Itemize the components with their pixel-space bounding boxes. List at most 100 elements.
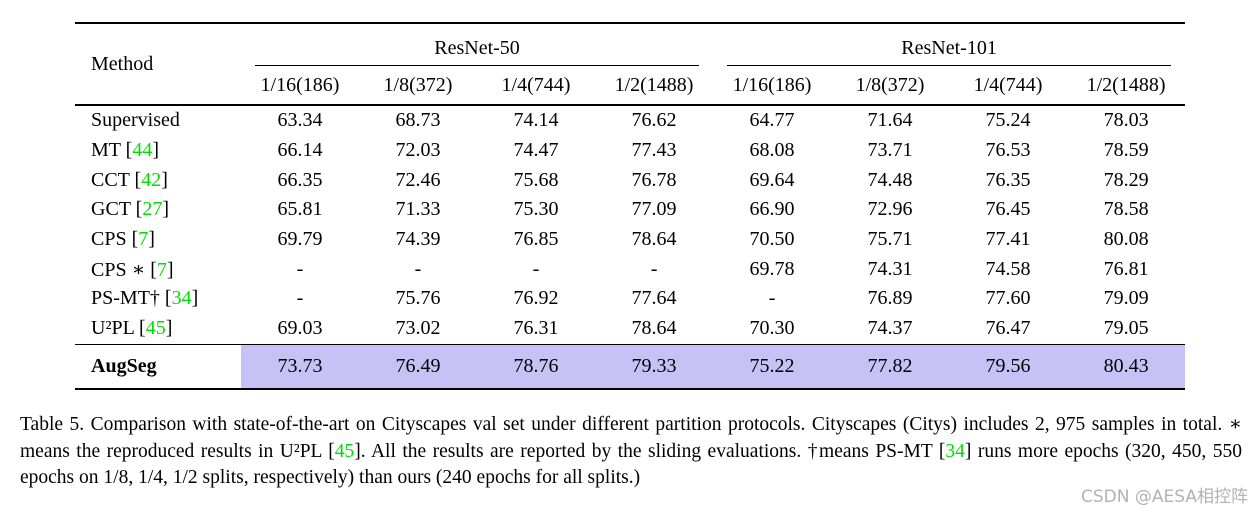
value-cell: - <box>768 287 776 310</box>
value-cell: 72.96 <box>867 198 913 221</box>
value-cell: 68.08 <box>749 139 795 162</box>
citation-ref[interactable]: 27 <box>142 198 163 221</box>
value-cell: 77.82 <box>831 343 950 389</box>
split-header: 1/4(744) <box>949 66 1068 106</box>
group-label-resnet50: ResNet-50 <box>255 37 700 66</box>
caption-text: ]. All the results are reported by the s… <box>354 440 946 462</box>
citation-ref[interactable]: 34 <box>945 440 965 462</box>
value-cell: 69.78 <box>749 257 795 280</box>
value-cell: 69.64 <box>749 168 795 191</box>
value-cell: 76.35 <box>985 168 1031 191</box>
value-cell: 77.41 <box>985 228 1031 251</box>
citation-ref[interactable]: 7 <box>156 258 167 281</box>
value-cell: 71.33 <box>395 198 441 221</box>
value-cell: 77.09 <box>631 198 677 221</box>
split-header-row: 1/16(186) 1/8(372) 1/4(744) 1/2(1488) 1/… <box>75 66 1186 106</box>
group-header-resnet101: ResNet-101 <box>713 23 1185 66</box>
citation-ref[interactable]: 7 <box>138 228 149 251</box>
table-row: Supervised 63.34 68.73 74.14 76.62 64.77 71.64… <box>75 105 1185 136</box>
split-header: 1/16(186) <box>713 66 832 106</box>
value-cell: 72.03 <box>395 139 441 162</box>
value-cell: 80.43 <box>1067 343 1186 389</box>
value-cell: 76.89 <box>867 287 913 310</box>
value-cell: 78.64 <box>631 317 677 340</box>
value-cell: 77.64 <box>631 287 677 310</box>
split-header: 1/4(744) <box>477 66 595 106</box>
value-cell: 74.37 <box>867 317 913 340</box>
value-cell: - <box>296 287 304 310</box>
value-cell: 79.33 <box>595 343 714 389</box>
method-cell: CCT [42] <box>91 168 168 191</box>
value-cell: 75.22 <box>713 343 832 389</box>
value-cell: - <box>296 257 304 280</box>
table-row: CPS [7] 69.79 74.39 76.85 78.64 70.50 75.71 77.… <box>75 225 1185 255</box>
value-cell: 70.30 <box>749 317 795 340</box>
value-cell: 73.73 <box>241 343 359 389</box>
value-cell: - <box>414 257 422 280</box>
table-row: CPS ∗ [7] - - - - 69.78 74.31 74.58 76.81 <box>75 254 1185 284</box>
group-header-row: Method ResNet-50 ResNet-101 <box>75 23 1185 106</box>
split-header: 1/8(372) <box>831 66 950 106</box>
table-row: U²PL [45] 69.03 73.02 76.31 78.64 70.30 74.37 7… <box>75 314 1185 344</box>
value-cell: 74.48 <box>867 168 913 191</box>
method-cell: GCT [27] <box>91 198 169 221</box>
value-cell: 79.05 <box>1103 317 1149 340</box>
table-row: AugSeg 73.73 76.49 78.76 79.33 75.22 77.82 79.5… <box>75 343 1186 389</box>
table-body: Supervised 63.34 68.73 74.14 76.62 64.77 71.64… <box>75 105 1186 389</box>
value-cell: 78.29 <box>1103 168 1149 191</box>
value-cell: 76.47 <box>985 317 1031 340</box>
table-row: CCT [42] 66.35 72.46 75.68 76.78 69.64 74.48 76… <box>75 165 1185 195</box>
value-cell: 76.78 <box>631 168 677 191</box>
method-cell: Supervised <box>91 109 180 132</box>
table-row: PS-MT† [34] - 75.76 76.92 77.64 - 76.89 77.60 79… <box>75 284 1185 314</box>
citation-ref[interactable]: 44 <box>132 139 153 162</box>
method-cell: CPS [7] <box>91 228 155 251</box>
citation-ref[interactable]: 45 <box>145 317 166 340</box>
value-cell: 65.81 <box>277 198 323 221</box>
value-cell: 74.39 <box>395 228 441 251</box>
method-cell: U²PL [45] <box>91 317 173 340</box>
value-cell: 69.79 <box>277 228 323 251</box>
value-cell: 75.76 <box>395 287 441 310</box>
value-cell: 77.43 <box>631 139 677 162</box>
value-cell: 64.77 <box>749 109 795 132</box>
value-cell: 66.14 <box>277 139 323 162</box>
value-cell: 78.64 <box>631 228 677 251</box>
value-cell: 70.50 <box>749 228 795 251</box>
value-cell: 73.02 <box>395 317 441 340</box>
value-cell: 74.14 <box>513 109 559 132</box>
value-cell: 78.59 <box>1103 139 1149 162</box>
value-cell: 75.24 <box>985 109 1031 132</box>
value-cell: 74.31 <box>867 257 913 280</box>
table-caption: Table 5. Comparison with state-of-the-ar… <box>20 412 1242 492</box>
value-cell: 63.34 <box>277 109 323 132</box>
value-cell: 78.58 <box>1103 198 1149 221</box>
citation-ref[interactable]: 42 <box>141 168 162 191</box>
value-cell: 76.85 <box>513 228 559 251</box>
value-cell: 72.46 <box>395 168 441 191</box>
caption-text: Table 5. Comparison with state-of-the-ar… <box>20 414 1242 462</box>
split-header: 1/16(186) <box>241 66 359 106</box>
citation-ref[interactable]: 34 <box>171 287 192 310</box>
value-cell: 75.68 <box>513 168 559 191</box>
value-cell: 76.62 <box>631 109 677 132</box>
method-cell: CPS ∗ [7] <box>91 258 174 281</box>
results-table: Method ResNet-50 ResNet-101 1/16(186) 1/… <box>75 22 1186 390</box>
caption-text: ] runs more epochs (320, 450, 550 epochs… <box>20 440 1242 489</box>
value-cell: 66.35 <box>277 168 323 191</box>
value-cell: 76.49 <box>359 343 477 389</box>
value-cell: 76.81 <box>1103 257 1149 280</box>
value-cell: 66.90 <box>749 198 795 221</box>
split-header: 1/2(1488) <box>595 66 714 106</box>
citation-ref[interactable]: 45 <box>334 440 355 462</box>
value-cell: 76.45 <box>985 198 1031 221</box>
group-header-resnet50: ResNet-50 <box>241 23 713 66</box>
value-cell: 79.56 <box>949 343 1068 389</box>
method-cell: AugSeg <box>75 343 241 389</box>
value-cell: 78.03 <box>1103 109 1149 132</box>
watermark: CSDN @AESA相控阵 <box>1081 487 1248 507</box>
value-cell: 75.71 <box>867 228 913 251</box>
value-cell: 77.60 <box>985 287 1031 310</box>
method-cell: MT [44] <box>91 139 159 162</box>
value-cell: 73.71 <box>867 139 913 162</box>
